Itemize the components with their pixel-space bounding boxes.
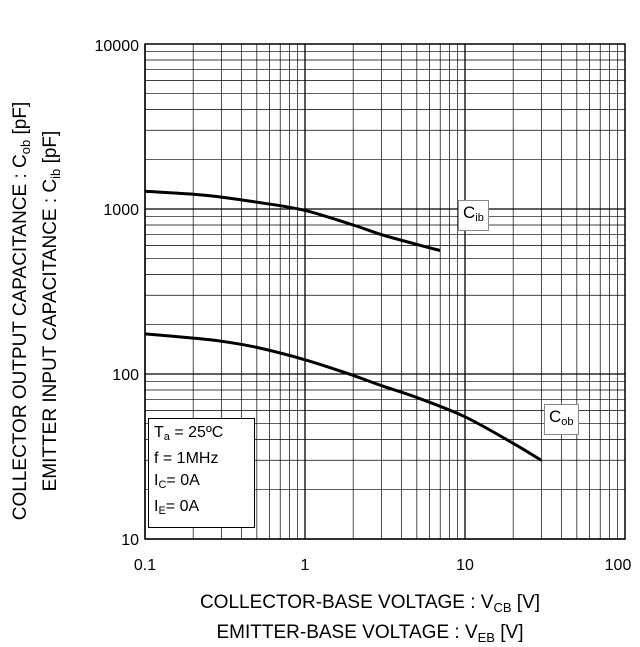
x-axis-title-emitter: EMITTER-BASE VOLTAGE : VEB [V]: [217, 622, 524, 645]
series-label-cob: Cob: [544, 404, 579, 435]
x-axis-title-collector: COLLECTOR-BASE VOLTAGE : VCB [V]: [200, 592, 540, 615]
condition-collector-current: IC= 0A: [154, 472, 200, 491]
y-axis-title-emitter: EMITTER INPUT CAPACITANCE : Cib [pF]: [40, 131, 63, 492]
x-tick-10: 10: [456, 557, 474, 574]
y-tick-10000: 10000: [95, 38, 140, 55]
y-tick-100: 100: [112, 367, 139, 384]
y-tick-1000: 1000: [103, 202, 139, 219]
x-tick-100: 100: [605, 557, 632, 574]
x-tick-0.1: 0.1: [134, 557, 156, 574]
series-line-cib: [144, 189, 441, 252]
conditions-box: Ta = 25ºC f = 1MHz IC= 0A IE= 0A: [148, 418, 255, 528]
condition-temperature: Ta = 25ºC: [154, 424, 224, 443]
y-axis-title-collector: COLLECTOR OUTPUT CAPACITANCE : Cob [pF]: [10, 102, 33, 520]
minor-grid: [145, 44, 625, 539]
condition-emitter-current: IE= 0A: [154, 498, 200, 517]
x-tick-1: 1: [301, 557, 310, 574]
y-tick-10: 10: [121, 532, 139, 549]
condition-frequency: f = 1MHz: [154, 450, 219, 467]
series-layer: [144, 189, 543, 462]
series-label-cib: Cib: [458, 200, 489, 231]
series-line-cob: [144, 332, 543, 462]
plot-frame: [144, 43, 626, 540]
